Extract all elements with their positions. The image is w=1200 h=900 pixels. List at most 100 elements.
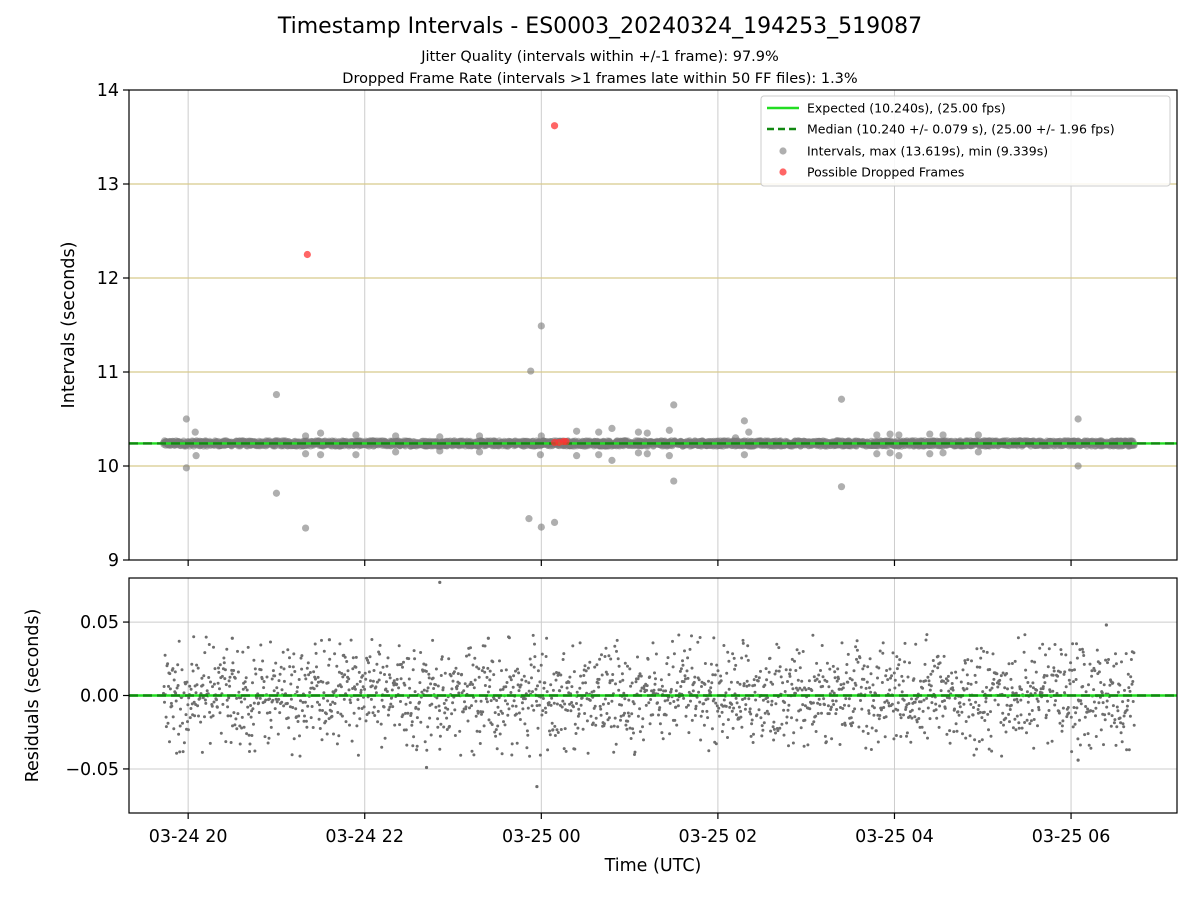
residual-point bbox=[607, 654, 611, 658]
residual-point bbox=[827, 685, 831, 689]
interval-point bbox=[595, 451, 603, 459]
residual-point bbox=[1069, 661, 1073, 665]
y-tick-label: 14 bbox=[97, 81, 119, 101]
intervals-y-axis-label: Intervals (seconds) bbox=[59, 242, 79, 409]
residual-point bbox=[406, 711, 410, 715]
residual-point bbox=[197, 714, 200, 718]
residual-point bbox=[1025, 731, 1028, 735]
residual-point bbox=[308, 671, 312, 674]
residual-point bbox=[443, 671, 447, 675]
residual-point bbox=[249, 704, 253, 707]
residual-point bbox=[764, 667, 768, 671]
residual-point bbox=[926, 675, 930, 679]
residual-point bbox=[796, 678, 800, 682]
residual-point bbox=[361, 685, 365, 689]
residual-point bbox=[959, 680, 963, 684]
residual-point bbox=[908, 661, 911, 665]
interval-point bbox=[301, 524, 310, 532]
residual-point bbox=[620, 703, 623, 707]
residual-point bbox=[632, 731, 635, 735]
residual-point bbox=[977, 704, 981, 707]
residual-point bbox=[265, 675, 269, 679]
residual-point bbox=[692, 680, 696, 684]
residual-point bbox=[783, 701, 787, 704]
residual-point bbox=[611, 673, 615, 676]
residual-point bbox=[1061, 706, 1065, 710]
residual-point bbox=[315, 684, 319, 688]
residual-point bbox=[583, 664, 587, 668]
legend-intervals-marker bbox=[779, 147, 787, 155]
residual-point bbox=[279, 665, 283, 669]
residual-point bbox=[915, 720, 919, 724]
residual-point bbox=[761, 728, 765, 732]
residual-point bbox=[563, 727, 567, 731]
residual-point bbox=[207, 676, 211, 679]
chart-subtitle-dropped: Dropped Frame Rate (intervals >1 frames … bbox=[342, 71, 858, 87]
residual-point bbox=[598, 657, 602, 661]
residual-point bbox=[899, 735, 903, 738]
residual-point bbox=[929, 684, 933, 688]
legend-dropped-label: Possible Dropped Frames bbox=[807, 165, 964, 180]
residual-point bbox=[328, 657, 332, 661]
residual-point bbox=[800, 679, 804, 683]
residual-point bbox=[798, 686, 802, 690]
residual-point bbox=[333, 652, 337, 656]
residual-point bbox=[974, 680, 978, 684]
residual-point bbox=[506, 702, 509, 706]
residual-point bbox=[699, 738, 703, 742]
residual-point bbox=[567, 680, 571, 684]
residual-point bbox=[176, 684, 180, 687]
residual-point bbox=[1063, 670, 1067, 674]
residual-point bbox=[927, 679, 931, 683]
residual-point bbox=[942, 679, 945, 683]
residual-point bbox=[1023, 633, 1027, 637]
residual-point bbox=[787, 703, 791, 707]
residual-point bbox=[628, 726, 632, 730]
residual-point bbox=[413, 657, 417, 661]
residual-point bbox=[345, 680, 349, 683]
residual-point bbox=[517, 671, 521, 675]
residual-point bbox=[451, 701, 455, 705]
residual-point bbox=[727, 659, 731, 663]
residual-point bbox=[913, 715, 917, 719]
residual-point bbox=[490, 723, 494, 726]
residual-point bbox=[679, 667, 683, 671]
residual-point bbox=[588, 660, 592, 664]
residual-point bbox=[263, 735, 267, 739]
residual-point bbox=[928, 688, 932, 692]
residual-point bbox=[1082, 662, 1086, 666]
residual-point bbox=[462, 689, 466, 693]
residual-point bbox=[476, 711, 480, 715]
residual-point bbox=[864, 746, 868, 750]
residual-point bbox=[224, 740, 228, 744]
residual-point bbox=[1046, 699, 1049, 703]
residual-point bbox=[420, 690, 424, 694]
residual-point bbox=[814, 730, 818, 733]
residual-point bbox=[222, 656, 226, 660]
residual-point bbox=[316, 700, 319, 704]
residual-point bbox=[185, 680, 189, 684]
residual-point bbox=[1059, 648, 1063, 652]
residual-point bbox=[294, 707, 298, 711]
residual-point bbox=[408, 701, 412, 705]
residual-point bbox=[177, 732, 181, 736]
residual-point bbox=[602, 722, 606, 726]
residual-point bbox=[1090, 674, 1094, 678]
residual-point bbox=[208, 710, 212, 714]
residual-point bbox=[171, 667, 175, 671]
residual-point bbox=[344, 720, 348, 724]
residual-point bbox=[661, 737, 665, 741]
residual-point bbox=[952, 730, 956, 734]
residual-point bbox=[265, 711, 269, 715]
residual-point bbox=[399, 700, 402, 703]
residual-point bbox=[821, 675, 825, 679]
residual-point bbox=[426, 686, 430, 690]
residual-point bbox=[900, 690, 904, 694]
residual-point bbox=[617, 664, 621, 668]
interval-point bbox=[873, 450, 881, 458]
residual-point bbox=[645, 684, 649, 688]
residual-point bbox=[895, 655, 899, 659]
residual-point bbox=[1024, 668, 1028, 672]
residual-point bbox=[774, 731, 777, 735]
residual-point bbox=[264, 698, 268, 702]
